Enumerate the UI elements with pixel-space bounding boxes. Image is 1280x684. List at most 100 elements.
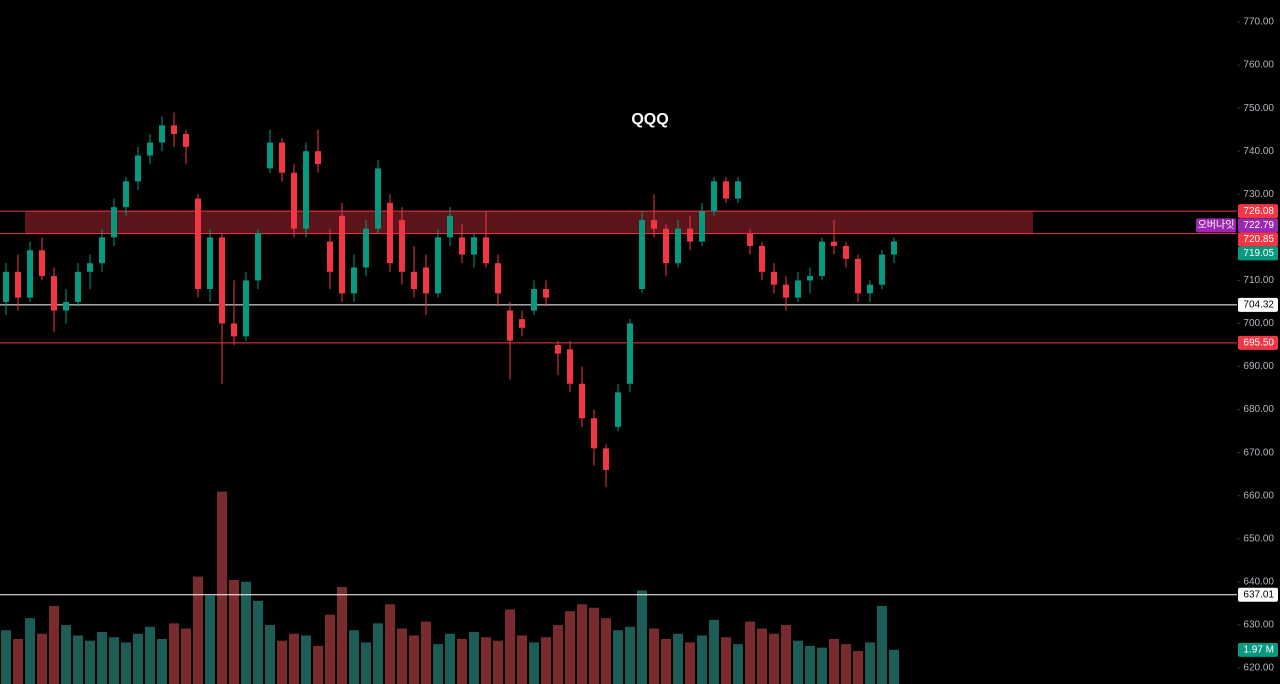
y-tick-label: 620.00 <box>1243 663 1274 674</box>
volume-bar <box>409 635 419 684</box>
overnight-tag: 오버나잇 <box>1198 219 1235 231</box>
volume-bar <box>457 638 467 684</box>
volume-bar <box>757 628 767 684</box>
y-tick-label: 740.00 <box>1243 146 1274 157</box>
volume-bar <box>553 625 563 684</box>
candle-body <box>231 323 237 337</box>
volume-bar <box>433 644 443 684</box>
volume-bar <box>817 647 827 684</box>
volume-label: 1.97 M <box>1243 644 1274 655</box>
candle-body <box>159 125 165 143</box>
volume-bar <box>385 604 395 684</box>
candle-body <box>75 271 81 302</box>
volume-bar <box>61 625 71 684</box>
price-axis: 620.00 630.00 640.00 650.00 660.00 670.00 680.… <box>1196 17 1278 674</box>
volume-bar <box>793 640 803 684</box>
candle-body <box>891 241 897 255</box>
y-tick-label: 700.00 <box>1243 318 1274 329</box>
y-tick-label: 750.00 <box>1243 103 1274 114</box>
volume-bar <box>721 637 731 684</box>
volume-bar <box>241 581 251 684</box>
volume-bar <box>361 642 371 684</box>
candle-body <box>687 228 693 242</box>
volume-bar <box>781 625 791 684</box>
volume-bar <box>25 618 35 684</box>
y-tick-label: 730.00 <box>1243 189 1274 200</box>
candle-body <box>579 383 585 419</box>
candle-body <box>123 181 129 208</box>
volume-bar <box>253 600 263 684</box>
y-tick-label: 690.00 <box>1243 361 1274 372</box>
candle-body <box>423 267 429 294</box>
volume-bar <box>73 635 83 684</box>
price-label-bg <box>1238 587 1278 602</box>
volume-bar <box>853 651 863 684</box>
candle-body <box>603 448 609 470</box>
candle-body <box>87 263 93 272</box>
candle-body <box>207 237 213 290</box>
volume-bar <box>157 638 167 684</box>
candle-body <box>855 258 861 294</box>
candle-body <box>591 418 597 449</box>
volume-bar <box>805 645 815 684</box>
candle-body <box>327 241 333 272</box>
candle-body <box>663 228 669 264</box>
price-label: 719.05 <box>1243 248 1274 259</box>
y-tick-label: 670.00 <box>1243 447 1274 458</box>
candle-body <box>495 263 501 294</box>
price-label: 637.01 <box>1243 589 1274 600</box>
price-label: 726.08 <box>1243 206 1274 217</box>
volume-bar <box>493 640 503 684</box>
volume-bar <box>649 628 659 684</box>
volume-bar <box>877 606 887 684</box>
volume-bar <box>661 638 671 684</box>
volume-bar <box>673 633 683 684</box>
candle-body <box>819 241 825 277</box>
candle-body <box>459 237 465 255</box>
candle-body <box>771 271 777 285</box>
candle-body <box>15 271 21 298</box>
y-tick-label: 770.00 <box>1243 17 1274 28</box>
volume-bar <box>337 586 347 684</box>
candle-body <box>363 228 369 268</box>
candle-body <box>795 280 801 298</box>
candle-body <box>699 211 705 242</box>
candle-body <box>543 289 549 298</box>
candle-body <box>555 345 561 354</box>
volume-bar <box>1 630 11 684</box>
volume-bar <box>889 649 899 684</box>
candle-body <box>747 233 753 246</box>
candle-body <box>783 284 789 298</box>
volume-bar <box>49 606 59 684</box>
candle-body <box>615 392 621 427</box>
volume-bar <box>97 632 107 684</box>
y-tick-label: 640.00 <box>1243 577 1274 588</box>
candle-body <box>711 181 717 212</box>
candle-body <box>447 215 453 238</box>
volume-bar <box>829 638 839 684</box>
volume-bar <box>697 635 707 684</box>
candle-body <box>399 220 405 272</box>
y-tick-label: 650.00 <box>1243 533 1274 544</box>
volume-bar <box>505 609 515 684</box>
candle-body <box>111 207 117 238</box>
volume-bar <box>541 637 551 684</box>
candle-body <box>675 228 681 264</box>
candle-body <box>279 142 285 173</box>
volume-bar <box>121 642 131 684</box>
candle-body <box>243 280 249 337</box>
volume-bar <box>865 642 875 684</box>
candle-body <box>879 254 885 285</box>
price-label-bg <box>1238 335 1278 350</box>
volume-bar <box>193 576 203 684</box>
candle-body <box>507 310 513 341</box>
candle-body <box>351 267 357 294</box>
candle-body <box>471 237 477 255</box>
volume-bar <box>589 607 599 684</box>
volume-bar <box>685 642 695 684</box>
y-tick-label: 660.00 <box>1243 490 1274 501</box>
volume-bar <box>169 623 179 684</box>
volume-bar <box>349 630 359 684</box>
candle-body <box>219 237 225 324</box>
